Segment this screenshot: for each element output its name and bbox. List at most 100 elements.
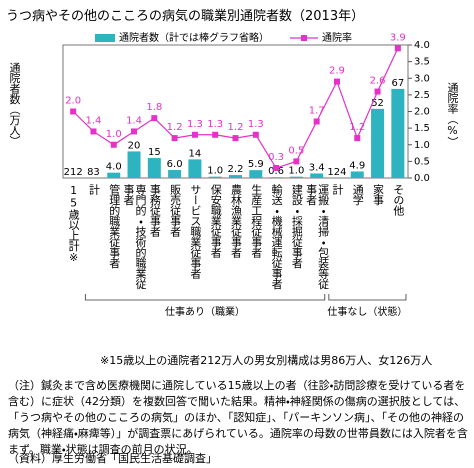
rate-marker [374, 88, 381, 95]
bar [107, 172, 121, 178]
rate-marker [191, 131, 198, 138]
y2-tick-label: 3.5 [414, 57, 430, 68]
bar [188, 159, 202, 178]
rate-marker [212, 131, 219, 138]
group-label: 仕事なし（状態） [327, 305, 407, 318]
y2-axis-label: 通院率（%） [446, 82, 459, 147]
rate-value-label: 1.3 [207, 119, 223, 130]
rate-value-label: 1.3 [248, 119, 264, 130]
rate-marker [110, 141, 117, 148]
bar [127, 151, 141, 178]
x-tick-label: 専門的・技術的職業従事者 [122, 184, 148, 289]
bar-value-label: 14 [189, 148, 202, 159]
bar [147, 158, 161, 178]
bar [391, 88, 405, 178]
x-tick-label: 保安職業従事者 [209, 184, 223, 258]
bar-value-label: 67 [391, 78, 404, 89]
legend-marker [301, 35, 307, 41]
rate-value-label: 1.4 [126, 115, 142, 126]
y2-tick-label: 0.0 [414, 173, 430, 184]
rate-marker [394, 45, 401, 52]
rate-value-label: 1.2 [349, 122, 365, 133]
group-bracket [328, 294, 407, 301]
note: （注）鍼灸まで含め医療機関に通院している15歳以上の者（往診・訪問診療を受けてい… [8, 379, 468, 456]
bar [168, 170, 182, 178]
source: （資料）厚生労働省「国民生活基礎調査」 [8, 452, 217, 465]
rate-value-label: 1.4 [85, 115, 101, 126]
bar [208, 176, 222, 178]
rate-value-label: 2.9 [329, 66, 345, 77]
x-tick-label: 計 [87, 184, 101, 195]
bar-value-label: 2.2 [228, 164, 244, 175]
rate-value-label: 3.9 [390, 32, 406, 43]
y-axis-label: 通院者数（万人） [8, 62, 21, 146]
y2-tick-label: 3.0 [414, 73, 430, 84]
legend-label: 通院率 [322, 32, 352, 44]
legend-label: 通院者数（計では棒グラフ省略） [119, 31, 269, 44]
rate-value-label: 1.7 [309, 105, 325, 116]
rate-marker [131, 128, 138, 135]
x-tick-label: 家事 [371, 184, 385, 205]
bar-value-label: 0.6 [268, 166, 284, 177]
bar [350, 171, 364, 178]
bar-value-label: 20 [128, 140, 141, 151]
rate-marker [293, 158, 300, 165]
plot-frame [62, 44, 409, 179]
bar-value-label: 83 [87, 167, 100, 178]
x-tick-label: 生産工程従事者 [249, 184, 263, 258]
y2-tick-label: 1.0 [414, 140, 430, 151]
x-tick-label: 計 [330, 184, 344, 195]
rate-value-label: 2.0 [65, 96, 81, 107]
rate-value-label: 1.3 [187, 119, 203, 130]
rate-value-label: 1.8 [146, 102, 162, 113]
bar [249, 170, 263, 178]
x-tick-label: 15歳以上計※ [67, 184, 81, 264]
footnote: ※15歳以上の通院者212万人の男女別構成は男86万人、女126万人 [100, 354, 433, 367]
rate-marker [354, 135, 361, 142]
rate-marker [70, 108, 77, 115]
y2-tick-label: 1.5 [414, 123, 430, 134]
x-tick-label: 通学 [351, 184, 365, 205]
rate-marker [333, 78, 340, 85]
bar-value-label: 1.0 [207, 166, 223, 177]
bar-value-label: 4.9 [349, 160, 365, 171]
x-tick-label: その他 [391, 184, 405, 216]
group-bracket [84, 294, 326, 301]
rate-value-label: 1.2 [228, 122, 244, 133]
bar [310, 173, 324, 178]
rate-marker [252, 131, 259, 138]
x-tick-label: 農林漁業従事者 [229, 184, 243, 258]
bar-value-label: 6.0 [167, 159, 183, 170]
y2-tick-label: 4.0 [414, 40, 430, 51]
rate-marker [313, 118, 320, 125]
chart-title: うつ病やその他のこころの病気の職業別通院者数（2013年） [6, 9, 365, 24]
rate-value-label: 1.2 [167, 122, 183, 133]
rate-marker [171, 135, 178, 142]
bar [371, 108, 385, 178]
bar-value-label: 5.9 [248, 159, 264, 170]
y2-tick-label: 0.5 [414, 156, 430, 167]
bar-value-label: 15 [148, 147, 161, 158]
rate-marker [90, 128, 97, 135]
bar [289, 176, 303, 178]
rate-line [72, 48, 399, 169]
bar-value-label: 1.0 [288, 166, 304, 177]
rate-value-label: 2.6 [370, 76, 386, 87]
bar [269, 177, 283, 178]
rate-marker [273, 165, 280, 172]
y2-tick-label: 2.0 [414, 107, 430, 118]
y2-tick-label: 2.5 [414, 90, 430, 101]
rate-value-label: 0.5 [288, 145, 304, 156]
x-tick-label: 管理的職業従事者 [107, 184, 121, 268]
x-tick-label: 事務従事者 [148, 184, 162, 237]
rate-value-label: 1.0 [106, 129, 122, 140]
rate-marker [232, 135, 239, 142]
bar-value-label: 212 [64, 167, 83, 178]
legend-swatch [95, 34, 115, 42]
group-label: 仕事あり（職業） [165, 305, 245, 318]
x-tick-label: サービス職業従事者 [188, 184, 202, 279]
x-tick-label: 建設・採掘従事者 [290, 184, 304, 268]
x-tick-label: 販売従事者 [168, 184, 182, 237]
